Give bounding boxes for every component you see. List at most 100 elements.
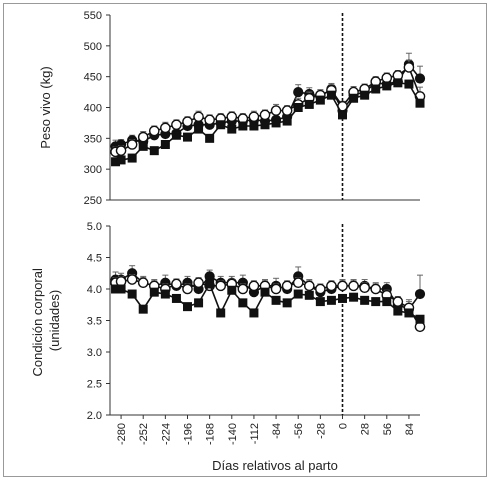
data-point [348, 280, 359, 292]
series-open-circle [110, 274, 426, 333]
figure-frame [3, 3, 487, 477]
y-tick-label: 400 [84, 103, 102, 115]
data-point [371, 297, 381, 307]
panel-condicion-corporal: 2.02.53.03.54.04.55.0 -280 -252 -224 -196 -1… [30, 221, 426, 473]
y-tick-label: 3.0 [87, 347, 102, 359]
y-tick-label: 5.0 [87, 221, 102, 233]
data-point [315, 95, 325, 105]
data-point [116, 155, 126, 165]
data-point [404, 79, 414, 89]
data-point [315, 283, 326, 295]
data-point [338, 293, 347, 303]
y-tick-label: 300 [84, 164, 102, 176]
x-tick-label: 84 [404, 423, 416, 435]
data-point [304, 290, 314, 300]
data-point [359, 282, 370, 294]
data-point [326, 90, 336, 100]
data-point [393, 306, 403, 316]
data-point [171, 278, 182, 290]
y-tick-label: 4.0 [87, 284, 102, 296]
data-point [205, 133, 215, 143]
data-point [381, 72, 393, 84]
data-point [227, 285, 237, 295]
x-tick-label: 0 [338, 423, 350, 429]
x-tick-label: -112 [249, 423, 261, 444]
x-tick-label: -280 [116, 423, 128, 445]
x-tick-label: -56 [293, 423, 305, 439]
y-tick-label: 4.5 [87, 253, 102, 265]
data-point [293, 289, 303, 299]
data-point [237, 283, 249, 295]
data-point [238, 298, 248, 308]
data-point [414, 73, 426, 84]
data-point [292, 277, 304, 289]
data-point [260, 120, 270, 130]
data-point [182, 283, 193, 295]
data-point [227, 124, 237, 134]
data-point [249, 121, 259, 131]
data-point [160, 289, 170, 299]
y-tick-label: 250 [84, 195, 102, 207]
panel-peso-vivo: 250 300 350 400 450 500 550 Peso vivo (kg) [38, 10, 426, 207]
data-point [149, 146, 159, 156]
data-point [338, 110, 347, 120]
data-point [248, 280, 260, 292]
data-point [270, 283, 282, 295]
data-point [271, 295, 281, 305]
condicion-x-ticks: -280 -252 -224 -196 -168 -140 -112 -84 -56 -28 0 28… [116, 415, 416, 445]
series-filled-square [111, 279, 425, 324]
condicion-series [110, 265, 426, 333]
data-point [349, 292, 359, 302]
data-point [160, 122, 171, 134]
data-point [249, 308, 259, 318]
data-point [138, 141, 148, 151]
data-point [126, 274, 138, 285]
data-point [183, 132, 192, 142]
data-point [337, 280, 348, 292]
y-tick-label: 550 [84, 10, 102, 22]
data-point [382, 81, 392, 91]
data-point [260, 287, 270, 297]
y-tick-label: 500 [84, 41, 102, 53]
data-point [160, 140, 170, 149]
data-point [349, 93, 359, 103]
y-tick-label: 2.5 [87, 379, 102, 391]
condicion-y-axis-title-line-2: (unidades) [47, 290, 62, 351]
peso-vivo-y-axis-title: Peso vivo (kg) [38, 66, 53, 148]
data-point [137, 131, 149, 143]
series-filled-circle [110, 52, 426, 152]
data-point [248, 111, 260, 123]
data-point [171, 293, 181, 303]
x-tick-label: -168 [205, 423, 217, 445]
data-point [171, 119, 182, 131]
data-point [293, 103, 303, 112]
x-tick-label: -252 [138, 423, 150, 445]
data-point [282, 116, 292, 126]
data-point [116, 284, 126, 294]
data-point [216, 120, 226, 130]
data-point [194, 298, 204, 308]
condicion-y-axis-title-line-1: Condición corporal [30, 268, 45, 377]
data-point [137, 277, 149, 289]
data-point [115, 145, 127, 156]
data-point [193, 111, 204, 123]
data-point [204, 114, 215, 126]
data-point [127, 153, 137, 163]
data-point [126, 139, 138, 150]
series-filled-square [111, 78, 425, 167]
peso-vivo-series [110, 52, 426, 167]
condicion-y-axis-title: Condición corporal (unidades) [30, 264, 62, 376]
condicion-axes [109, 226, 420, 416]
data-point [404, 308, 414, 318]
data-point [182, 116, 193, 127]
data-point [271, 118, 281, 128]
x-tick-label: -140 [227, 423, 239, 445]
data-point [382, 297, 392, 307]
peso-vivo-axes [109, 15, 420, 201]
data-point [371, 84, 381, 94]
data-point [304, 99, 314, 109]
x-tick-label: 28 [360, 423, 372, 435]
x-tick-label: -28 [315, 423, 327, 439]
data-point [403, 62, 415, 73]
